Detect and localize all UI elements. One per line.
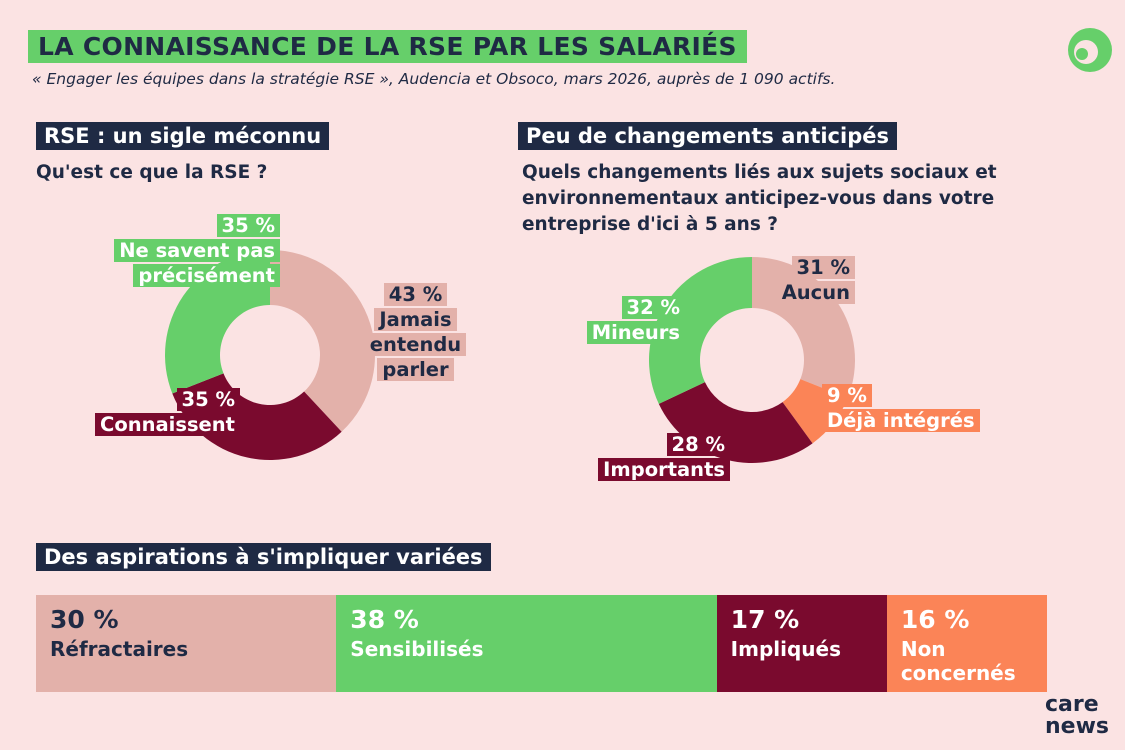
category-label: Impliqués [730, 637, 842, 661]
value-label: 32 % [621, 296, 685, 319]
category-label: Non concernés [900, 637, 1016, 685]
name-line: Jamais entendu parler [358, 307, 473, 382]
segment-label: 43 % Jamais entendu parler [358, 282, 473, 382]
category-label: Importants [598, 458, 730, 481]
value-label: 28 % [666, 433, 730, 456]
bar-segment: 17 % Impliqués [716, 595, 887, 692]
name-line: Déjà intégrés [822, 408, 992, 433]
value-line: 9 % [822, 383, 992, 408]
section-title: Peu de changements anticipés [518, 122, 897, 150]
value-line: 35 % [100, 213, 280, 238]
segment-label: 32 % Mineurs [530, 295, 685, 345]
stacked-bar: 30 % Réfractaires 38 % Sensibilisés 17 % Impl… [36, 595, 1047, 692]
value-line: 31 % [700, 255, 855, 280]
category-label: Réfractaires [50, 637, 189, 661]
section-title: RSE : un sigle méconnu [36, 122, 330, 150]
name-line: Importants [560, 457, 730, 482]
brand: care news [1045, 692, 1110, 739]
main-title: LA CONNAISSANCE DE LA RSE PAR LES SALARI… [28, 30, 747, 63]
category-label: Connaissent [95, 413, 240, 436]
category-label: Jamais entendu parler [364, 308, 467, 381]
segment-label: 28 % Importants [560, 432, 730, 482]
value-label: 9 % [822, 384, 872, 407]
segment-label: 35 % Connaissent [60, 387, 240, 437]
name-line: Connaissent [60, 412, 240, 437]
category-label: Sensibilisés [350, 637, 484, 661]
segment-label: 9 % Déjà intégrés [822, 383, 992, 433]
value-label: 38 % [350, 605, 419, 634]
subtitle: « Engager les équipes dans la stratégie … [32, 70, 836, 88]
value-label: 35 % [216, 214, 280, 237]
value-line: 35 % [60, 387, 240, 412]
bar-segment: 30 % Réfractaires [36, 595, 337, 692]
name-line: Aucun [700, 280, 855, 305]
section-title: Des aspirations à s'impliquer variées [36, 543, 491, 571]
category-label: Déjà intégrés [822, 409, 980, 432]
segment-label: 31 % Aucun [700, 255, 855, 305]
category-label: Mineurs [586, 321, 685, 344]
question: Quels changements liés aux sujets sociau… [522, 162, 997, 235]
category-label: Aucun [776, 281, 855, 304]
bar-segment: 38 % Sensibilisés [336, 595, 717, 692]
value-label: 30 % [50, 605, 119, 634]
value-label: 31 % [791, 256, 855, 279]
category-label: Ne savent pas précisément [114, 239, 280, 287]
bar-segment: 16 % Non concernés [886, 595, 1047, 692]
question: Qu'est ce que la RSE ? [36, 162, 268, 183]
logo-swirl [1068, 28, 1112, 72]
value-line: 43 % [358, 282, 473, 307]
value-line: 32 % [530, 295, 685, 320]
segment-label: 35 % Ne savent pas précisément [100, 213, 280, 288]
value-label: 43 % [383, 283, 448, 306]
value-line: 28 % [560, 432, 730, 457]
value-label: 16 % [900, 605, 970, 634]
value-label: 17 % [730, 605, 800, 634]
name-line: Ne savent pas précisément [100, 238, 280, 288]
value-label: 35 % [176, 388, 240, 411]
name-line: Mineurs [530, 320, 685, 345]
